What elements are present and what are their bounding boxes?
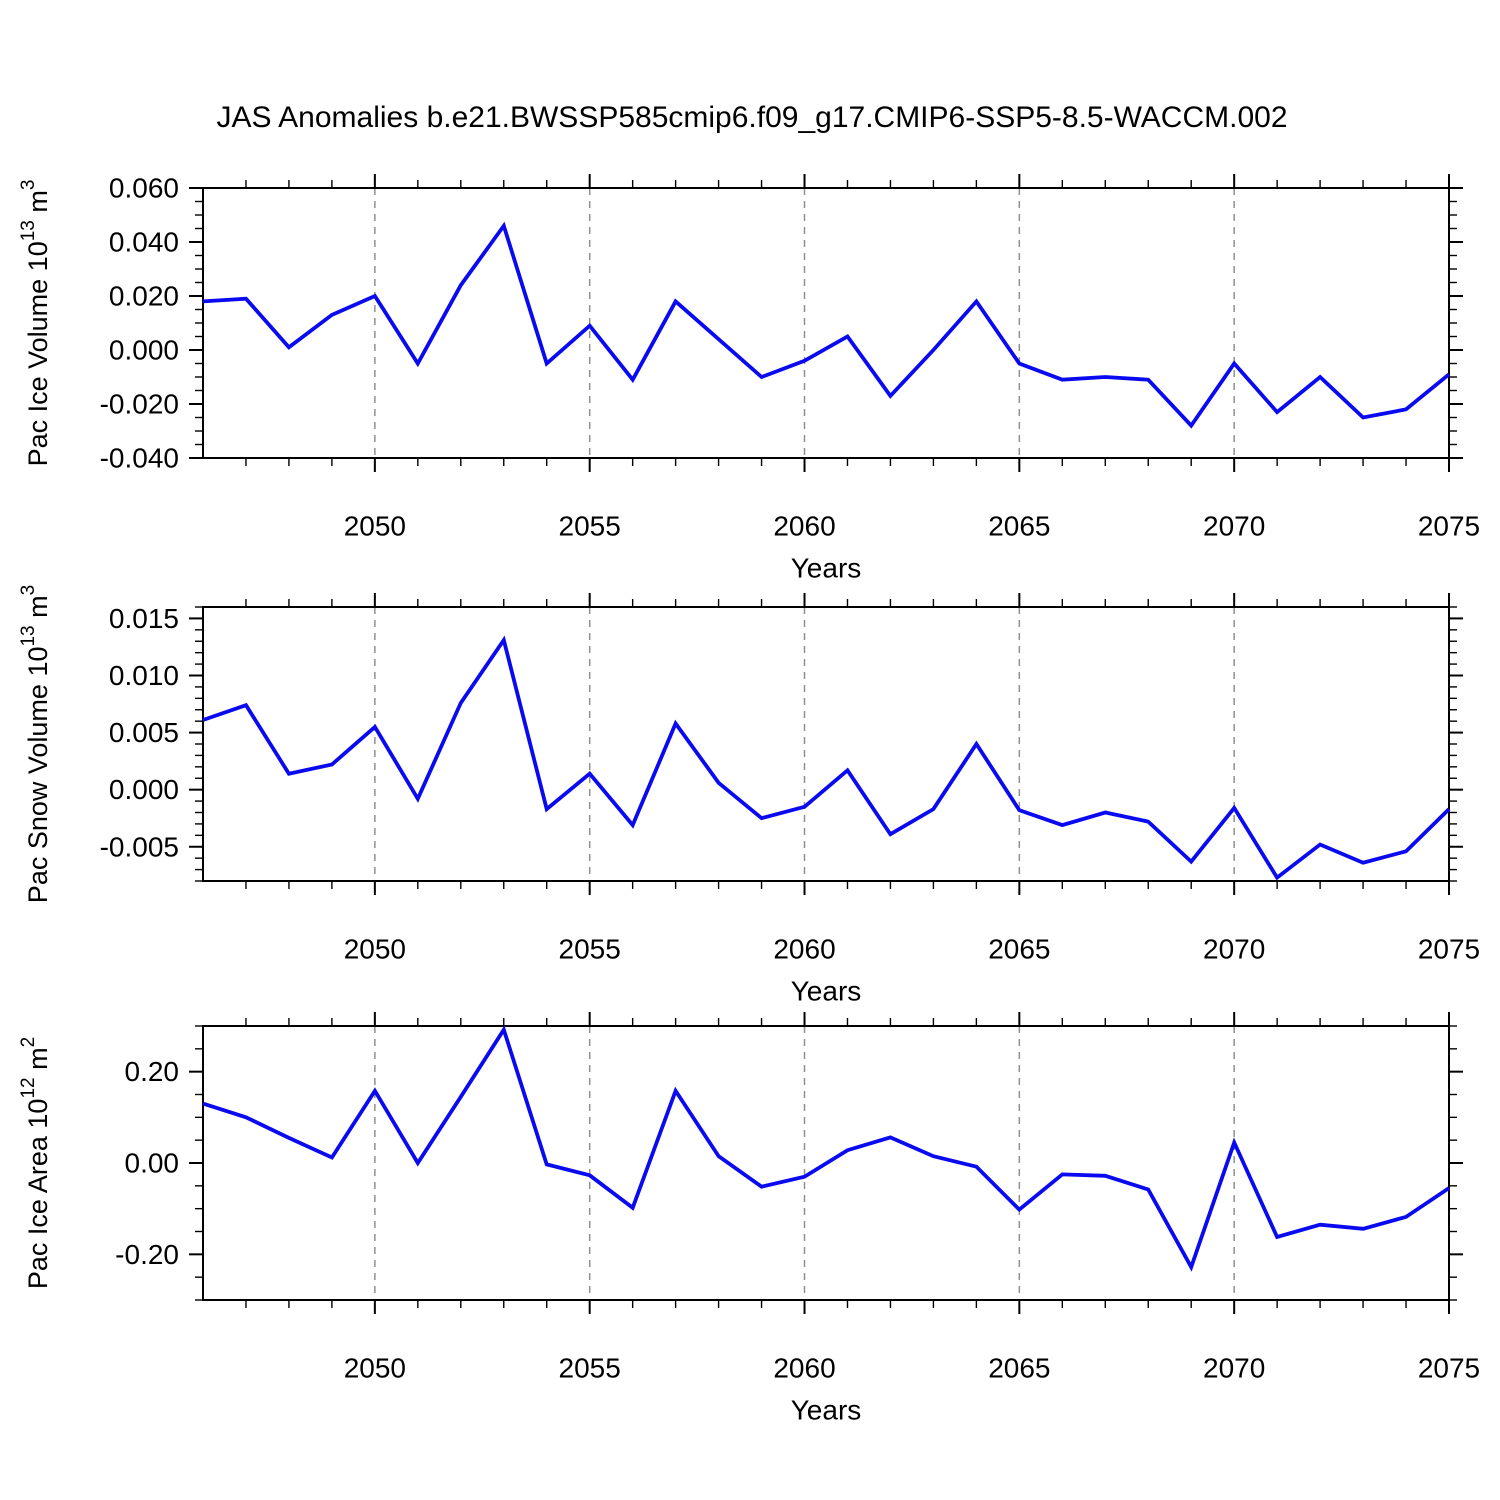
y-tick-label: -0.040	[100, 443, 179, 474]
y-axis-title: Pac Snow Volume 1013 m3	[18, 585, 54, 903]
x-tick-label: 2065	[988, 511, 1050, 542]
y-ticks: 0.060 0.040 0.020 0.000 -0.020 -0.040	[100, 173, 1463, 474]
y-axis-title-superscript: 2	[18, 1037, 39, 1048]
series-line-pac-snow-volume	[202, 635, 1451, 881]
gridlines	[374, 188, 1235, 458]
y-tick-label: 0.000	[109, 774, 179, 805]
x-tick-label: 2055	[559, 934, 621, 965]
y-axis-title: Pac Ice Volume 1013 m3	[18, 180, 54, 467]
x-labels: 2050 2055 2060 2065 2070 2075 Years	[344, 1353, 1480, 1426]
y-axis-title-text: m	[23, 595, 53, 625]
x-tick-label: 2055	[559, 1353, 621, 1384]
y-tick-label: 0.20	[125, 1056, 180, 1087]
x-tick-label: 2055	[559, 511, 621, 542]
chart-pac-ice-volume: 0.060 0.040 0.020 0.000 -0.020 -0.040 2050 2055…	[18, 173, 1481, 584]
y-ticks: 0.015 0.010 0.005 0.000 -0.005	[100, 603, 1463, 882]
x-labels: 2050 2055 2060 2065 2070 2075 Years	[344, 511, 1480, 584]
plot-frame	[202, 606, 1450, 882]
y-tick-label: 0.005	[109, 717, 179, 748]
x-tick-label: 2075	[1418, 511, 1480, 542]
y-axis-title-text: m	[23, 190, 53, 220]
x-tick-label: 2070	[1203, 1353, 1265, 1384]
x-tick-label: 2075	[1418, 934, 1480, 965]
y-tick-label: 0.00	[125, 1148, 180, 1179]
x-axis-title: Years	[791, 553, 862, 584]
x-tick-label: 2075	[1418, 1353, 1480, 1384]
y-tick-label: -0.005	[100, 831, 179, 862]
y-axis-title-text: Pac Ice Area 10	[23, 1099, 53, 1290]
y-ticks: 0.20 0.00 -0.20	[115, 1025, 1463, 1301]
x-tick-label: 2060	[773, 934, 835, 965]
gridlines	[374, 1026, 1235, 1300]
x-tick-label: 2065	[988, 1353, 1050, 1384]
y-tick-label: 0.040	[109, 227, 179, 258]
x-ticks	[245, 593, 1450, 895]
y-tick-label: 0.010	[109, 660, 179, 691]
y-axis-title-superscript: 3	[18, 180, 39, 191]
chart-pac-ice-area: 0.20 0.00 -0.20 2050 2055 2060 2065 2070 2075 Yea…	[18, 1012, 1480, 1426]
y-axis-title-superscript: 13	[18, 220, 39, 241]
x-ticks	[245, 174, 1450, 472]
x-tick-label: 2060	[773, 1353, 835, 1384]
y-tick-label: -0.020	[100, 389, 179, 420]
y-axis-title-superscript: 13	[18, 625, 39, 646]
y-tick-label: 0.000	[109, 335, 179, 366]
y-tick-label: 0.060	[109, 173, 179, 204]
figure-title: JAS Anomalies b.e21.BWSSP585cmip6.f09_g1…	[216, 101, 1287, 134]
x-tick-label: 2070	[1203, 511, 1265, 542]
x-axis-title: Years	[791, 1395, 862, 1426]
x-ticks	[245, 1012, 1450, 1314]
y-tick-label: -0.20	[115, 1239, 179, 1270]
y-axis-title-text: Pac Snow Volume 10	[23, 647, 53, 904]
x-axis-title: Years	[791, 976, 862, 1007]
y-axis-title-superscript: 3	[18, 585, 39, 596]
x-tick-label: 2065	[988, 934, 1050, 965]
y-axis-title-superscript: 12	[18, 1077, 39, 1098]
x-tick-label: 2050	[344, 934, 406, 965]
x-labels: 2050 2055 2060 2065 2070 2075 Years	[344, 934, 1480, 1007]
series-line-pac-ice-volume	[202, 221, 1451, 429]
series-line-pac-ice-area	[202, 1025, 1451, 1272]
x-tick-label: 2050	[344, 511, 406, 542]
gridlines	[374, 607, 1235, 881]
y-axis-title-text: m	[23, 1047, 53, 1077]
y-tick-label: 0.020	[109, 281, 179, 312]
y-axis-title: Pac Ice Area 1012 m2	[18, 1037, 54, 1289]
x-tick-label: 2060	[773, 511, 835, 542]
x-tick-label: 2070	[1203, 934, 1265, 965]
charts-container: 0.060 0.040 0.020 0.000 -0.020 -0.040 2050 2055…	[18, 173, 1481, 1426]
x-tick-label: 2050	[344, 1353, 406, 1384]
y-axis-title-text: Pac Ice Volume 10	[23, 241, 53, 466]
y-tick-label: 0.015	[109, 603, 179, 634]
